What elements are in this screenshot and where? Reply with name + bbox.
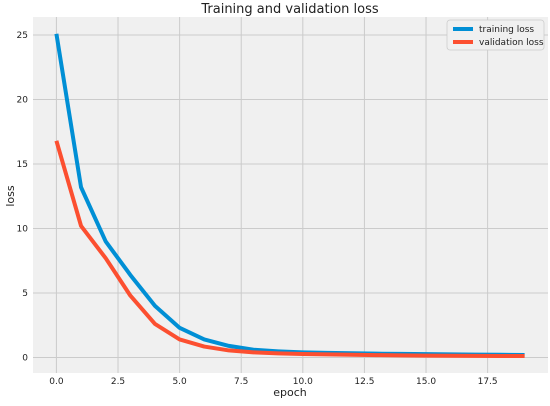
y-tick-label: 10: [17, 225, 29, 235]
x-tick-label: 5.0: [172, 377, 187, 387]
y-tick-label: 0: [22, 354, 28, 364]
y-tick-label: 5: [22, 289, 28, 299]
chart-title: Training and validation loss: [200, 2, 378, 17]
y-tick-label: 20: [17, 96, 29, 106]
legend: training loss validation loss: [447, 20, 544, 50]
x-tick-label: 12.5: [354, 377, 374, 387]
x-tick-label: 17.5: [478, 377, 498, 387]
x-tick-label: 0.0: [49, 377, 64, 387]
legend-label-validation-loss: validation loss: [479, 38, 544, 48]
y-axis-label: loss: [4, 185, 17, 207]
x-tick-label: 7.5: [234, 377, 248, 387]
legend-label-training-loss: training loss: [479, 25, 534, 35]
x-axis-label: epoch: [273, 386, 307, 399]
x-tick-label: 15.0: [416, 377, 436, 387]
y-tick-label: 15: [17, 160, 28, 170]
axes-background: [33, 17, 548, 373]
y-tick-label: 25: [17, 31, 28, 41]
x-tick-label: 2.5: [111, 377, 125, 387]
